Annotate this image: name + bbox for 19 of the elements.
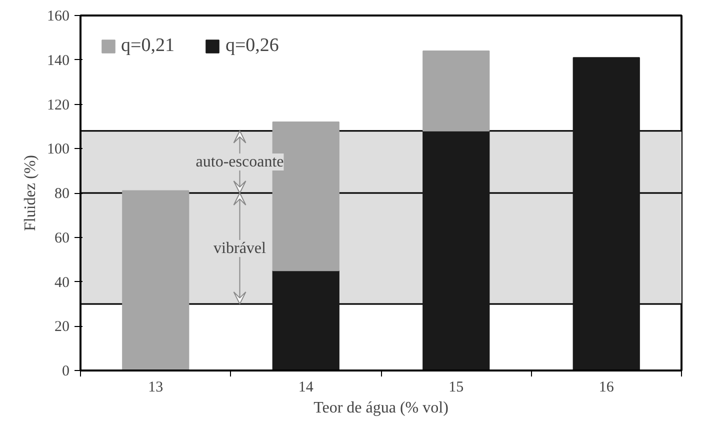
y-tick-label: 0 <box>62 364 70 380</box>
y-axis-title: Fluidez (%) <box>22 155 39 231</box>
y-tick-label: 140 <box>47 52 70 69</box>
y-tick-label: 100 <box>47 142 70 158</box>
y-tick-label: 20 <box>54 319 70 336</box>
x-tick-label: 16 <box>598 380 614 396</box>
y-tick-label: 40 <box>54 274 70 291</box>
x-tick-label: 14 <box>298 380 314 396</box>
legend-label: q=0,21 <box>121 35 174 57</box>
y-tick-label: 80 <box>54 186 70 202</box>
legend-label: q=0,26 <box>225 35 279 57</box>
x-tick-label: 13 <box>148 380 164 396</box>
band-label: auto-escoante <box>196 153 284 170</box>
y-tick-label: 120 <box>47 97 70 114</box>
y-tick-label: 160 <box>47 8 70 24</box>
y-tick-label: 60 <box>54 230 70 246</box>
x-axis-title: Teor de água (% vol) <box>314 400 448 416</box>
band-label: vibrável <box>214 240 267 257</box>
x-tick-label: 15 <box>448 380 464 396</box>
